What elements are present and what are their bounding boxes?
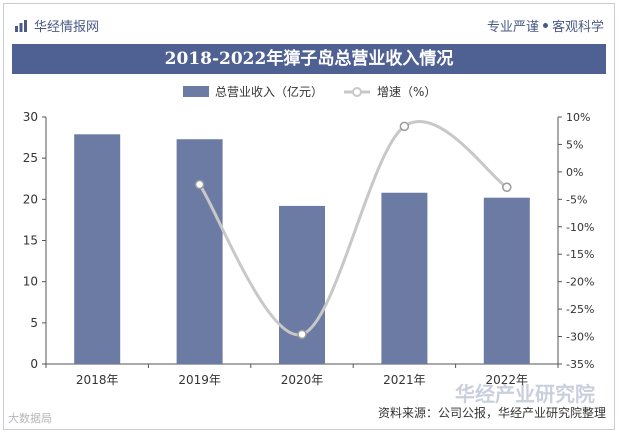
growth-point: [502, 182, 512, 193]
brand-name: 华经情报网: [34, 20, 100, 35]
growth-line-series: [194, 120, 512, 340]
growth-line: [198, 120, 508, 336]
revenue-bar: [176, 139, 223, 364]
legend-line-label: 增速（%）: [377, 85, 436, 99]
y-right-tick-label: -30%: [566, 331, 594, 344]
y-left-tick-label: 25: [23, 151, 38, 165]
y-right-tick-label: -20%: [566, 276, 594, 289]
y-left-tick-label: 30: [23, 110, 38, 124]
revenue-bar: [74, 134, 121, 364]
x-tick-label: 2022年: [486, 373, 529, 387]
y-left-tick-label: 20: [23, 192, 38, 206]
revenue-bar: [483, 197, 530, 364]
x-tick-label: 2021年: [383, 373, 426, 387]
chart-title: 2018-2022年獐子岛总营业收入情况: [12, 44, 606, 74]
growth-point: [194, 179, 205, 190]
axes: 0 5 10 15 20 25 30 10% 5% 0% -5% -10% -15% -20% -25% -3…: [23, 110, 595, 387]
revenue-bar: [279, 205, 325, 364]
legend: 总营业收入（亿元） 增速（%）: [183, 84, 436, 99]
x-tick-label: 2019年: [178, 373, 221, 387]
y-right-tick-label: 10%: [566, 111, 590, 124]
top-bar: 华经情报网 专业严谨 客观科学: [4, 4, 614, 42]
legend-line-marker: [352, 87, 362, 97]
tagline-right: 客观科学: [551, 20, 604, 35]
watermark-bottom-right: 华经产业研究院: [455, 382, 595, 406]
bar-series: [74, 134, 530, 364]
y-right-tick-label: -35%: [566, 358, 594, 371]
y-right-tick-label: 5%: [566, 138, 583, 151]
brand-logo-icon: [15, 19, 27, 32]
revenue-bar: [381, 192, 428, 364]
y-right-tick-label: 0%: [566, 166, 583, 179]
y-left-tick-label: 15: [23, 234, 38, 248]
watermark-bottom-left: 大数据局: [8, 412, 52, 425]
tagline: 专业严谨 客观科学: [487, 16, 604, 35]
x-tick-label: 2018年: [76, 373, 119, 387]
x-tick-label: 2020年: [281, 373, 324, 387]
legend-bar-swatch: [183, 86, 209, 97]
y-left-tick-label: 10: [23, 275, 38, 289]
bullet-dot-icon: [542, 23, 548, 28]
y-right-tick-label: -15%: [566, 248, 594, 261]
y-right-tick-label: -5%: [566, 193, 587, 206]
y-right-tick-label: -10%: [566, 221, 594, 234]
y-left-tick-label: 0: [30, 357, 38, 371]
brand: 华经情报网: [14, 16, 99, 35]
y-left-tick-label: 5: [30, 316, 38, 330]
legend-bar-label: 总营业收入（亿元）: [215, 84, 323, 99]
tagline-left: 专业严谨: [486, 20, 539, 35]
y-right-tick-label: -25%: [566, 303, 594, 316]
source-note: 资料来源：公司公报，华经产业研究院整理: [377, 406, 606, 420]
growth-point: [297, 329, 307, 340]
growth-point: [399, 121, 410, 132]
